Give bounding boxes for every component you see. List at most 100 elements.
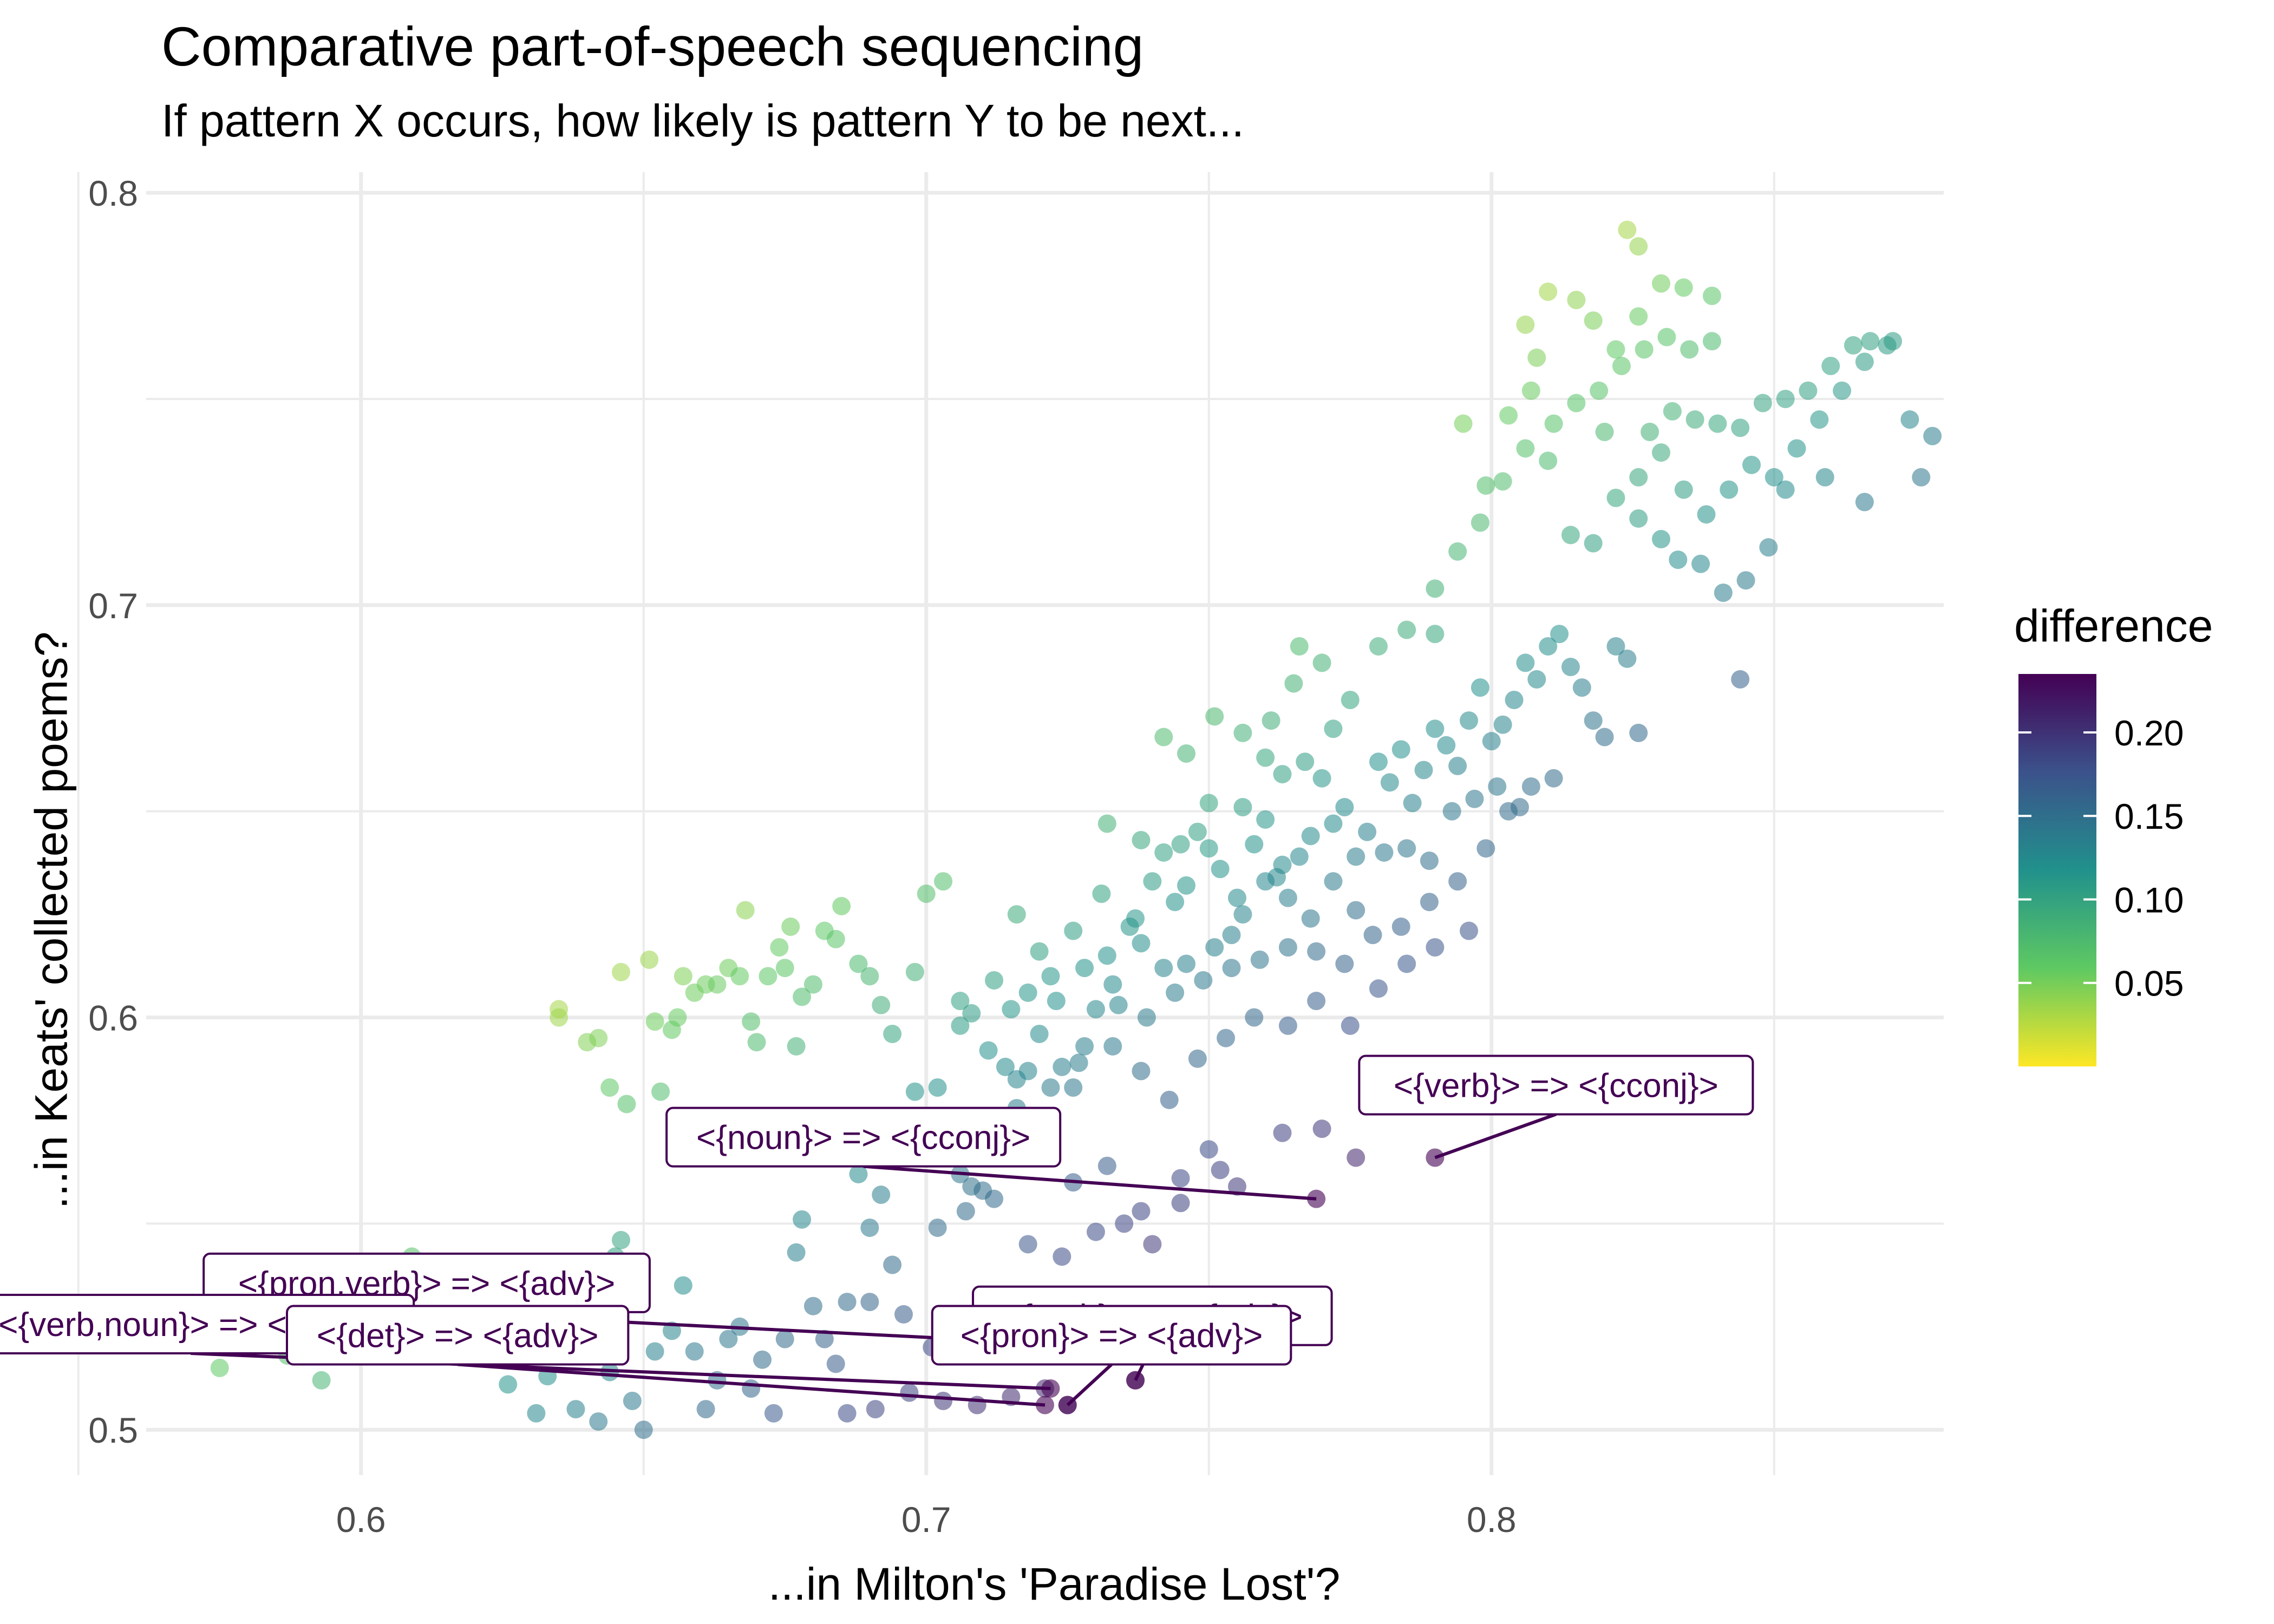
legend-tick-label: 0.20: [2114, 713, 2184, 753]
annotation-leader: [863, 1164, 1317, 1201]
data-point: [1669, 551, 1688, 569]
data-point: [1572, 678, 1591, 697]
data-point: [550, 1008, 568, 1027]
data-point: [1160, 1090, 1179, 1109]
data-point: [1273, 855, 1292, 874]
data-point: [1674, 278, 1693, 297]
data-point: [1527, 670, 1546, 689]
data-point: [1278, 1016, 1297, 1035]
data-point: [1787, 439, 1806, 458]
data-point: [611, 962, 630, 981]
point-annotations: <{verb}> => <{cconj}> <{noun}> => <{cconj…: [0, 1055, 1754, 1415]
data-point: [747, 1033, 766, 1052]
data-point: [1708, 414, 1727, 433]
legend-tick-label: 0.15: [2114, 796, 2184, 836]
data-point: [1799, 381, 1818, 400]
data-point: [985, 971, 1004, 990]
x-axis-label: ...in Milton's 'Paradise Lost'?: [768, 1558, 1341, 1609]
data-point: [1324, 814, 1343, 833]
data-point: [1222, 959, 1241, 978]
data-point: [1482, 732, 1501, 751]
data-point: [1278, 888, 1297, 907]
data-point: [1369, 637, 1388, 656]
data-point: [1233, 905, 1252, 924]
data-point: [787, 1037, 806, 1056]
data-point: [1855, 352, 1874, 371]
data-point: [815, 1330, 834, 1348]
data-point: [1177, 954, 1196, 973]
data-point: [849, 1164, 868, 1183]
data-point: [1312, 769, 1331, 788]
annotation-label: <{det}> => <{adv}>: [317, 1318, 599, 1355]
data-point: [1075, 959, 1094, 978]
data-point: [838, 1404, 857, 1423]
data-point: [634, 1420, 653, 1439]
data-point: [645, 1342, 664, 1361]
data-point: [1030, 942, 1049, 961]
data-point: [1651, 443, 1670, 462]
data-point: [1663, 402, 1682, 421]
data-point: [1674, 480, 1693, 499]
legend-colorbar: [2018, 674, 2096, 1066]
data-point: [1262, 711, 1280, 730]
y-tick-label: 0.6: [88, 998, 138, 1038]
data-point: [1635, 340, 1654, 359]
data-point: [1312, 653, 1331, 672]
data-point: [787, 1243, 806, 1262]
data-point: [1064, 1078, 1083, 1097]
data-point: [1923, 427, 1942, 446]
data-point: [1126, 909, 1145, 928]
data-point: [1714, 583, 1733, 602]
data-point: [1086, 1000, 1105, 1019]
data-point: [1227, 1177, 1246, 1196]
data-point: [1171, 835, 1190, 854]
data-point: [1465, 789, 1484, 808]
data-point: [1442, 802, 1461, 821]
data-point: [1188, 822, 1207, 841]
y-axis-label: ...in Keats' collected poems?: [25, 631, 77, 1209]
data-point: [1420, 852, 1439, 870]
data-point: [1499, 802, 1518, 821]
data-point: [210, 1358, 229, 1377]
data-point: [1521, 777, 1540, 796]
data-point: [1776, 389, 1795, 408]
data-point: [803, 975, 822, 994]
data-point: [685, 1342, 704, 1361]
data-point: [1030, 1024, 1049, 1043]
data-point: [1651, 274, 1670, 293]
data-point: [1233, 723, 1252, 742]
data-point: [1132, 1202, 1151, 1221]
data-point: [979, 1041, 998, 1060]
data-point: [1641, 422, 1659, 441]
data-point: [1437, 736, 1456, 755]
data-point: [645, 1012, 664, 1031]
data-point: [1516, 439, 1535, 458]
annotation-leader: [1434, 1112, 1557, 1160]
data-point: [1720, 480, 1739, 499]
data-point: [640, 950, 659, 969]
data-point: [872, 1186, 891, 1204]
data-point: [1414, 761, 1433, 780]
data-point: [1177, 876, 1196, 895]
data-point: [1561, 526, 1580, 545]
data-point: [1460, 711, 1479, 730]
data-point: [1426, 938, 1445, 957]
data-point: [962, 1004, 981, 1023]
data-point: [1097, 1156, 1116, 1175]
data-point: [1844, 336, 1863, 355]
data-point: [1115, 1214, 1134, 1233]
annotation-box: [286, 1305, 630, 1366]
data-point: [1821, 357, 1840, 376]
data-point: [1651, 529, 1670, 548]
data-point: [1505, 690, 1524, 709]
data-point: [1256, 748, 1275, 767]
x-tick-label: 0.8: [1467, 1499, 1517, 1540]
data-point: [1765, 468, 1783, 487]
data-point: [1347, 1148, 1365, 1167]
data-point: [1375, 843, 1394, 862]
annotation-label: <{verb}> => <{cconj}>: [1394, 1067, 1718, 1104]
data-point: [1205, 938, 1224, 957]
data-point: [1296, 752, 1315, 771]
data-point: [1397, 620, 1416, 639]
data-point: [934, 1391, 953, 1410]
